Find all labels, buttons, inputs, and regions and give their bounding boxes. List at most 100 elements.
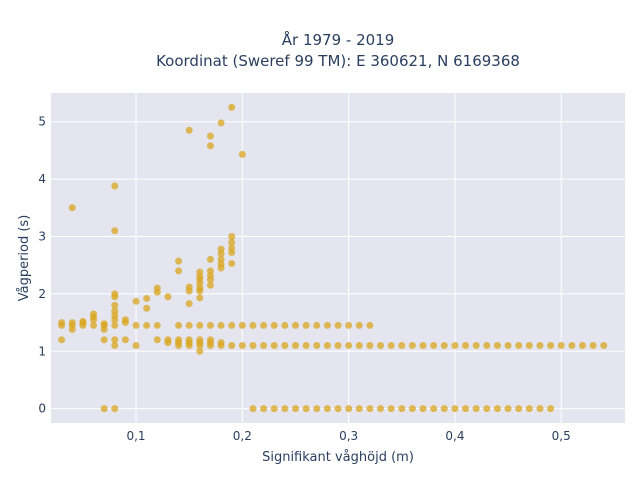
data-point: [281, 342, 289, 350]
x-tick-label: 0,2: [233, 429, 252, 443]
data-point: [228, 259, 236, 267]
y-tick-label: 5: [38, 115, 46, 129]
data-point: [111, 342, 119, 350]
data-point: [111, 290, 119, 298]
x-tick-label: 0,5: [552, 429, 571, 443]
data-point: [525, 405, 533, 413]
data-point: [547, 405, 555, 413]
data-point: [217, 255, 225, 263]
data-point: [493, 342, 501, 350]
data-point: [313, 342, 321, 350]
data-point: [164, 336, 172, 344]
data-point: [217, 245, 225, 253]
data-point: [111, 405, 119, 413]
data-point: [185, 321, 193, 329]
data-point: [111, 182, 119, 190]
data-point: [100, 405, 108, 413]
data-point: [366, 321, 374, 329]
data-point: [462, 405, 470, 413]
data-point: [408, 342, 416, 350]
data-point: [111, 321, 119, 329]
data-point: [323, 342, 331, 350]
x-tick-label: 0,4: [445, 429, 464, 443]
data-point: [451, 342, 459, 350]
plot-area: [51, 93, 625, 423]
data-point: [398, 342, 406, 350]
data-point: [291, 342, 299, 350]
data-point: [196, 268, 204, 276]
data-point: [504, 342, 512, 350]
data-point: [196, 347, 204, 355]
data-point: [111, 227, 119, 235]
data-point: [196, 294, 204, 302]
data-point: [387, 405, 395, 413]
data-point: [302, 342, 310, 350]
data-point: [238, 321, 246, 329]
data-point: [323, 321, 331, 329]
data-point: [440, 405, 448, 413]
data-point: [206, 281, 214, 289]
data-point: [121, 336, 129, 344]
data-point: [68, 319, 76, 327]
data-point: [355, 405, 363, 413]
data-point: [408, 405, 416, 413]
data-point: [462, 342, 470, 350]
data-point: [525, 342, 533, 350]
data-point: [111, 307, 119, 315]
x-tick-label: 0,3: [339, 429, 358, 443]
data-point: [153, 336, 161, 344]
data-point: [217, 339, 225, 347]
data-point: [175, 257, 183, 265]
data-point: [366, 342, 374, 350]
data-point: [270, 405, 278, 413]
data-point: [238, 150, 246, 158]
x-tick-label: 0,1: [126, 429, 145, 443]
data-point: [206, 142, 214, 150]
data-point: [100, 320, 108, 328]
data-point: [132, 297, 140, 305]
data-point: [291, 405, 299, 413]
data-point: [504, 405, 512, 413]
data-point: [493, 405, 501, 413]
data-point: [228, 342, 236, 350]
data-point: [228, 321, 236, 329]
data-point: [90, 310, 98, 318]
data-point: [206, 132, 214, 140]
data-point: [334, 405, 342, 413]
data-point: [323, 405, 331, 413]
data-point: [206, 321, 214, 329]
data-point: [249, 321, 257, 329]
data-point: [515, 342, 523, 350]
data-point: [185, 300, 193, 308]
data-point: [90, 321, 98, 329]
data-point: [281, 321, 289, 329]
data-point: [430, 405, 438, 413]
data-point: [228, 103, 236, 111]
data-point: [313, 321, 321, 329]
x-axis-title: Signifikant våghöjd (m): [262, 450, 414, 465]
data-point: [196, 321, 204, 329]
data-point: [270, 342, 278, 350]
data-point: [440, 342, 448, 350]
data-point: [68, 325, 76, 333]
data-point: [228, 238, 236, 246]
data-point: [281, 405, 289, 413]
data-point: [228, 232, 236, 240]
data-point: [153, 284, 161, 292]
data-point: [153, 321, 161, 329]
data-point: [377, 342, 385, 350]
y-tick-label: 4: [38, 172, 46, 186]
data-point: [100, 325, 108, 333]
data-point: [345, 321, 353, 329]
data-point: [175, 321, 183, 329]
data-point: [238, 342, 246, 350]
data-point: [249, 342, 257, 350]
data-point: [430, 342, 438, 350]
data-point: [249, 405, 257, 413]
data-point: [132, 321, 140, 329]
data-point: [260, 405, 268, 413]
data-point: [143, 294, 151, 302]
data-point: [387, 342, 395, 350]
data-point: [451, 405, 459, 413]
